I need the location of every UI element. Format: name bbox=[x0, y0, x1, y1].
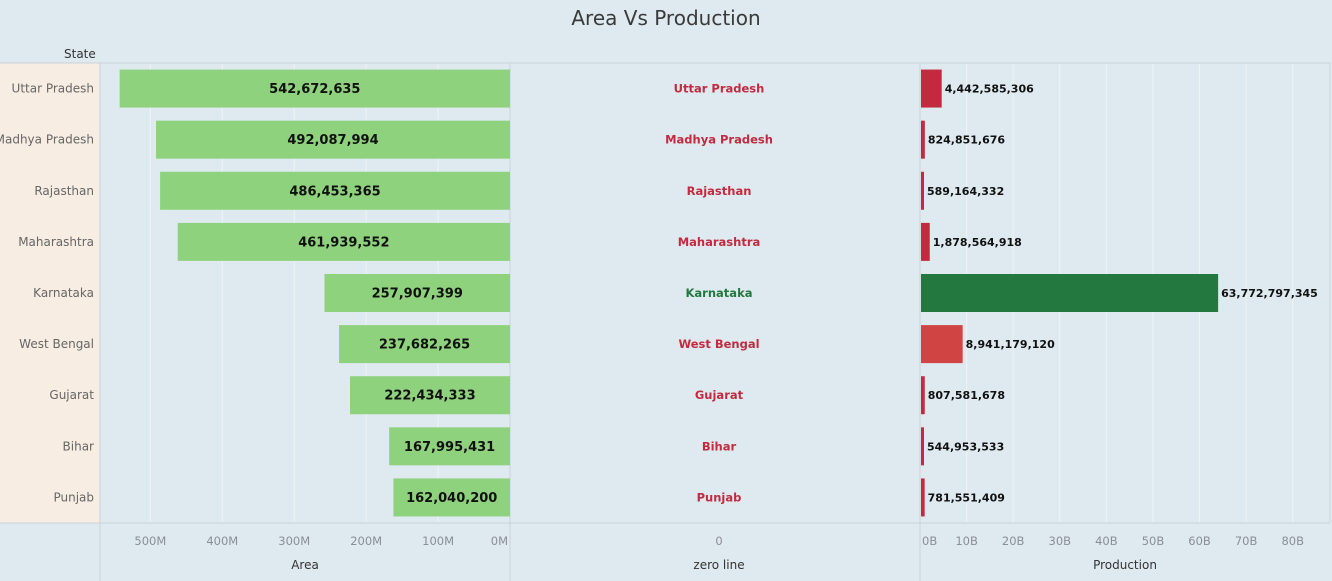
production-value-label: 589,164,332 bbox=[927, 185, 1004, 198]
area-value-label: 162,040,200 bbox=[406, 491, 497, 506]
production-tick-label: 70B bbox=[1235, 534, 1258, 548]
area-bar bbox=[324, 274, 510, 312]
area-tick-label: 200M bbox=[350, 534, 382, 548]
area-value-label: 257,907,399 bbox=[372, 287, 463, 302]
area-bar bbox=[350, 376, 510, 415]
production-tick-label: 60B bbox=[1188, 534, 1211, 548]
production-bar bbox=[921, 274, 1219, 312]
production-value-label: 824,851,676 bbox=[928, 134, 1006, 147]
production-bar bbox=[921, 120, 925, 159]
production-value-label: 807,581,678 bbox=[928, 389, 1005, 402]
production-tick-label: 20B bbox=[1002, 534, 1025, 548]
state-label: Maharashtra bbox=[18, 235, 94, 249]
zero-line-state-label: Maharashtra bbox=[678, 235, 761, 249]
production-tick-label: 40B bbox=[1095, 534, 1118, 548]
area-tick-label: 100M bbox=[422, 534, 454, 548]
production-value-label: 4,442,585,306 bbox=[945, 83, 1034, 96]
area-tick-label: 300M bbox=[278, 534, 310, 548]
production-value-label: 781,551,409 bbox=[928, 491, 1005, 504]
area-tick-label: 500M bbox=[134, 534, 166, 548]
production-tick-label: 80B bbox=[1281, 534, 1304, 548]
area-tick-label: 400M bbox=[206, 534, 238, 548]
state-label: Bihar bbox=[63, 439, 95, 453]
zero-axis-label: zero line bbox=[693, 558, 744, 572]
production-value-label: 1,878,564,918 bbox=[933, 236, 1022, 249]
state-label: Uttar Pradesh bbox=[12, 82, 94, 96]
production-bar bbox=[921, 69, 942, 108]
area-value-label: 461,939,552 bbox=[298, 235, 389, 250]
area-bar bbox=[177, 222, 510, 261]
area-value-label: 167,995,431 bbox=[404, 440, 495, 455]
chart-title: Area Vs Production bbox=[571, 6, 761, 30]
row-header-panel bbox=[0, 63, 100, 523]
area-value-label: 492,087,994 bbox=[287, 133, 378, 148]
production-tick-label: 50B bbox=[1142, 534, 1165, 548]
production-bar bbox=[921, 478, 925, 517]
zero-line-state-label: Punjab bbox=[697, 490, 742, 504]
area-bar bbox=[389, 427, 510, 466]
production-tick-label: 0B bbox=[922, 534, 937, 548]
state-label: West Bengal bbox=[19, 337, 94, 351]
zero-line-state-label: Madhya Pradesh bbox=[665, 133, 773, 147]
production-tick-label: 30B bbox=[1049, 534, 1072, 548]
state-label: Rajasthan bbox=[34, 184, 94, 198]
zero-line-state-label: Bihar bbox=[702, 439, 737, 453]
area-bar bbox=[119, 69, 510, 108]
production-value-label: 544,953,533 bbox=[927, 440, 1004, 453]
area-value-label: 222,434,333 bbox=[384, 389, 475, 404]
area-axis-label: Area bbox=[291, 558, 319, 572]
zero-line-state-label: West Bengal bbox=[678, 337, 759, 351]
zero-line-state-label: Uttar Pradesh bbox=[674, 82, 765, 96]
zero-line-state-label: Karnataka bbox=[686, 286, 753, 300]
area-value-label: 542,672,635 bbox=[269, 82, 360, 97]
area-tick-label: 0M bbox=[491, 534, 508, 548]
zero-tick-label: 0 bbox=[715, 534, 722, 548]
production-value-label: 8,941,179,120 bbox=[966, 338, 1055, 351]
zero-line-state-label: Gujarat bbox=[695, 388, 744, 402]
area-bar bbox=[339, 325, 510, 364]
area-value-label: 237,682,265 bbox=[379, 338, 470, 353]
state-label: Karnataka bbox=[33, 286, 94, 300]
area-bar bbox=[156, 120, 510, 159]
state-label: Punjab bbox=[53, 490, 94, 504]
area-bar bbox=[393, 478, 510, 517]
state-label: Gujarat bbox=[49, 388, 94, 402]
area-bar bbox=[160, 171, 510, 210]
production-axis-label: Production bbox=[1093, 558, 1157, 572]
production-tick-label: 10B bbox=[955, 534, 978, 548]
production-bar bbox=[921, 427, 924, 466]
zero-line-state-label: Rajasthan bbox=[687, 184, 752, 198]
production-bar bbox=[921, 325, 963, 364]
production-bar bbox=[921, 376, 925, 415]
production-value-label: 63,772,797,345 bbox=[1221, 287, 1318, 300]
production-bar bbox=[921, 222, 930, 261]
state-label: Madhya Pradesh bbox=[0, 133, 94, 147]
area-value-label: 486,453,365 bbox=[289, 184, 380, 199]
production-bar bbox=[921, 171, 924, 210]
row-header-title: State bbox=[64, 47, 96, 61]
